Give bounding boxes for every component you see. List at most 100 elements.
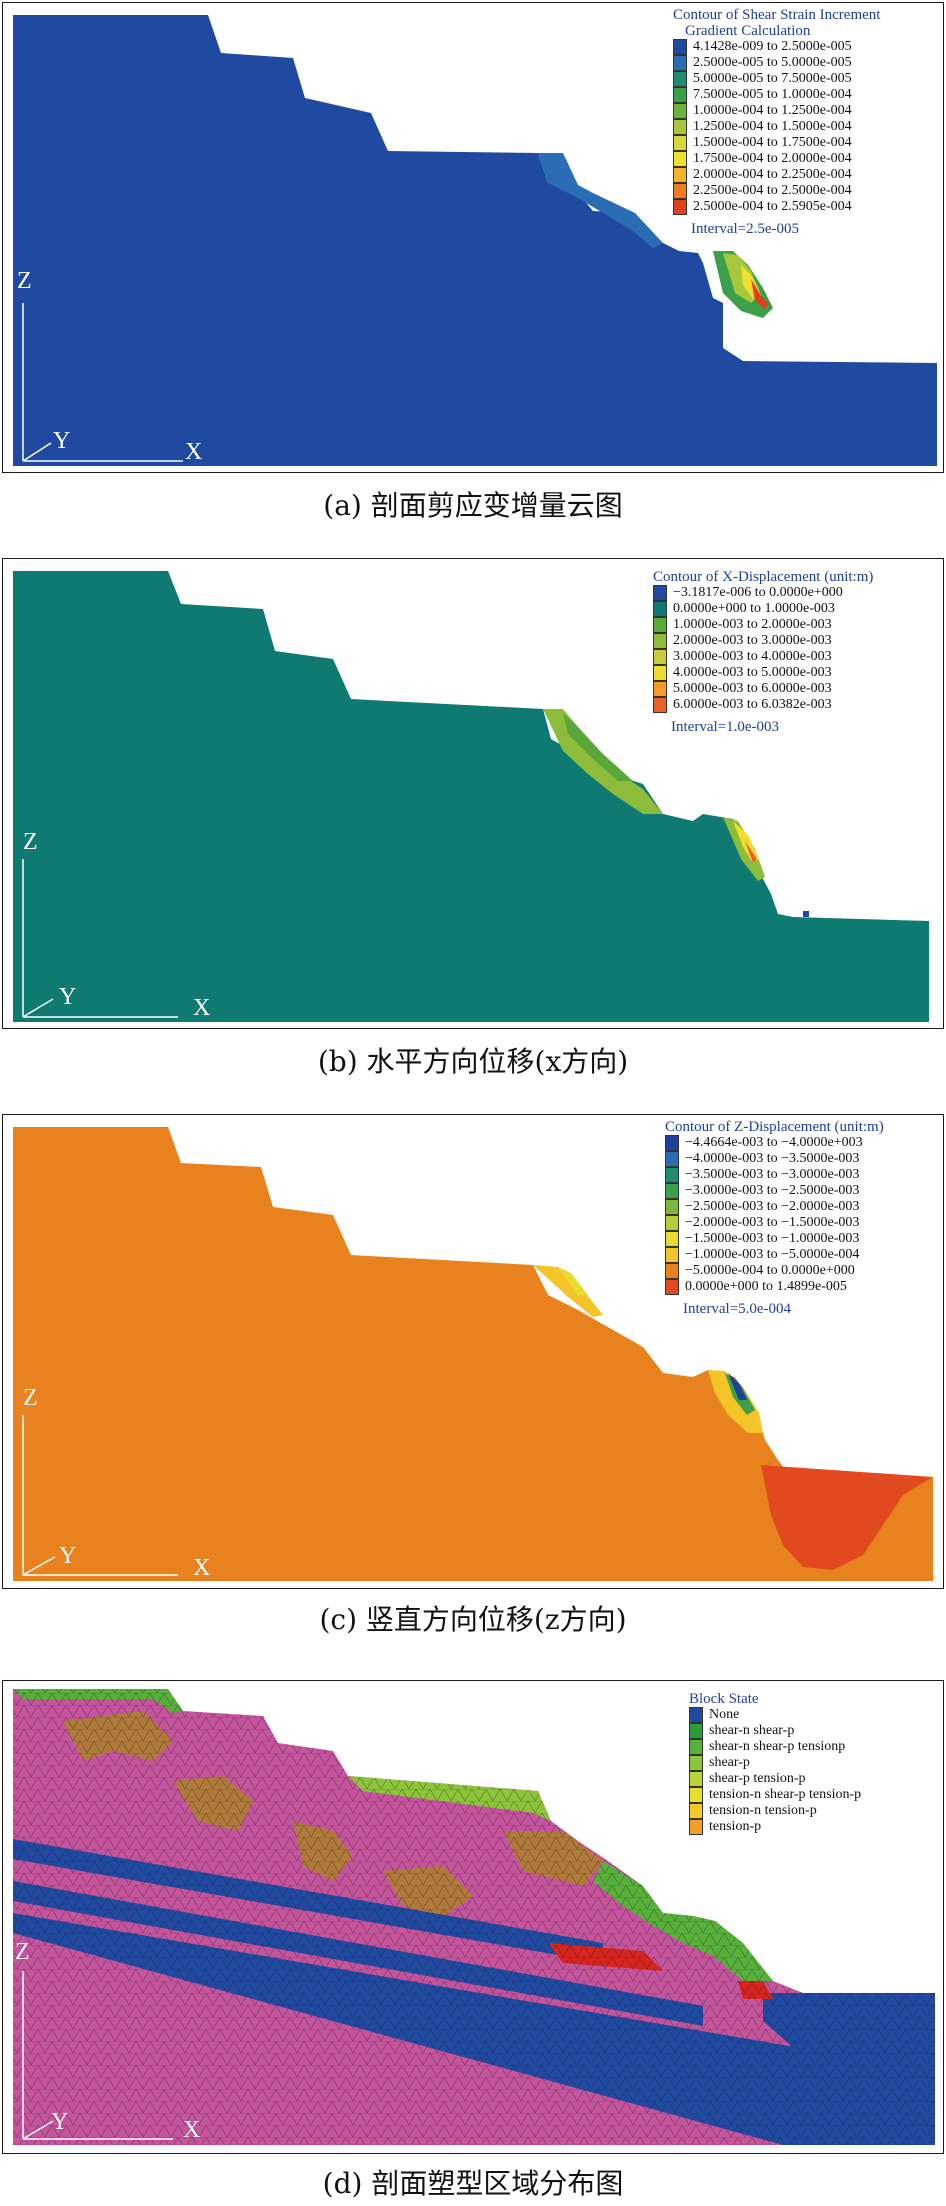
panel-b-legend-title: Contour of X-Displacement (unit:m) (653, 569, 874, 585)
legend-label: −1.0000e-003 to −5.0000e-004 (685, 1247, 860, 1262)
panel-b-y-label: Y (59, 984, 77, 1010)
legend-label: −2.5000e-003 to −2.0000e-003 (685, 1199, 860, 1214)
legend-swatch (665, 1263, 679, 1279)
legend-label: 2.0000e-004 to 2.2500e-004 (693, 167, 852, 182)
legend-swatch (673, 87, 687, 103)
panel-d-legend-item: shear-n shear-p tensionp (689, 1739, 929, 1755)
panel-b-zone-5 (745, 841, 757, 863)
legend-swatch (673, 199, 687, 215)
panel-a-legend-item: 1.0000e-004 to 1.2500e-004 (673, 103, 939, 119)
legend-label: 6.0000e-003 to 6.0382e-003 (673, 697, 832, 712)
panel-b-x-label: X (193, 995, 211, 1021)
panel-d-legend-item: tension-p (689, 1819, 929, 1835)
legend-swatch (673, 151, 687, 167)
panel-b-legend-item: 3.0000e-003 to 4.0000e-003 (653, 649, 933, 665)
panel-c-legend-item: −2.0000e-003 to −1.5000e-003 (665, 1215, 937, 1231)
legend-swatch (653, 665, 667, 681)
panel-c-legend-item: −4.0000e-003 to −3.5000e-003 (665, 1151, 937, 1167)
legend-label: 2.5000e-004 to 2.5905e-004 (693, 199, 852, 214)
panel-a-y-axis (22, 442, 52, 462)
panel-b-legend-item: 0.0000e+000 to 1.0000e-003 (653, 601, 933, 617)
panel-a: Z Y X Contour of Shear Strain Increment … (2, 2, 944, 473)
legend-label: 4.0000e-003 to 5.0000e-003 (673, 665, 832, 680)
panel-d-legend-item: shear-p tension-p (689, 1771, 929, 1787)
legend-swatch (653, 585, 667, 601)
legend-label: 0.0000e+000 to 1.0000e-003 (673, 601, 835, 616)
panel-a-legend: Contour of Shear Strain Increment Gradie… (673, 7, 939, 237)
legend-swatch (673, 119, 687, 135)
panel-d-z-label: Z (15, 1939, 30, 1965)
panel-a-caption: (a) 剖面剪应变增量云图 (323, 489, 623, 522)
panel-d-legend-title: Block State (689, 1691, 759, 1707)
panel-c-zone-6 (761, 1465, 933, 1570)
panel-b-legend-item: 1.0000e-003 to 2.0000e-003 (653, 617, 933, 633)
panel-c-y-axis (22, 1556, 56, 1576)
panel-d-legend-item: shear-n shear-p (689, 1723, 929, 1739)
legend-swatch (689, 1707, 703, 1723)
legend-label: 5.0000e-005 to 7.5000e-005 (693, 71, 852, 86)
legend-label: −4.0000e-003 to −3.5000e-003 (685, 1151, 860, 1166)
legend-label: −1.5000e-003 to −1.0000e-003 (685, 1231, 860, 1246)
legend-label: 1.7500e-004 to 2.0000e-004 (693, 151, 852, 166)
legend-swatch (673, 167, 687, 183)
panel-b-legend-item: 6.0000e-003 to 6.0382e-003 (653, 697, 933, 713)
panel-a-legend-item: 2.5000e-005 to 5.0000e-005 (673, 55, 939, 71)
legend-swatch (653, 601, 667, 617)
panel-c-legend-items: −4.4664e-003 to −4.0000e+003 −4.0000e-003… (665, 1135, 937, 1295)
panel-c-legend: Contour of Z-Displacement (unit:m) −4.46… (665, 1119, 937, 1317)
panel-b-legend-item: 5.0000e-003 to 6.0000e-003 (653, 681, 933, 697)
panel-b-legend-item: −3.1817e-006 to 0.0000e+000 (653, 585, 933, 601)
legend-swatch (653, 617, 667, 633)
panel-d-x-label: X (183, 2117, 201, 2143)
legend-swatch (689, 1771, 703, 1787)
legend-swatch (665, 1199, 679, 1215)
legend-label: 4.1428e-009 to 2.5000e-005 (693, 39, 852, 54)
panel-a-legend-item: 7.5000e-005 to 1.0000e-004 (673, 87, 939, 103)
legend-label: −2.0000e-003 to −1.5000e-003 (685, 1215, 860, 1230)
legend-swatch (665, 1135, 679, 1151)
panel-b-legend-items: −3.1817e-006 to 0.0000e+000 0.0000e+000 t… (653, 585, 933, 713)
panel-b-y-axis (22, 998, 54, 1018)
legend-swatch (665, 1279, 679, 1295)
panel-a-slope-body (13, 15, 937, 466)
panel-c-legend-item: −1.0000e-003 to −5.0000e-004 (665, 1247, 937, 1263)
panel-a-legend-item: 4.1428e-009 to 2.5000e-005 (673, 39, 939, 55)
panel-c-legend-item: −1.5000e-003 to −1.0000e-003 (665, 1231, 937, 1247)
legend-label: 2.2500e-004 to 2.5000e-004 (693, 183, 852, 198)
panel-b-interval: Interval=1.0e-003 (671, 719, 780, 735)
panel-d-legend-item: shear-p (689, 1755, 929, 1771)
panel-c-legend-item: −3.0000e-003 to −2.5000e-003 (665, 1183, 937, 1199)
legend-swatch (665, 1167, 679, 1183)
legend-label: 0.0000e+000 to 1.4899e-005 (685, 1279, 847, 1294)
panel-b-slope-plot (13, 571, 929, 1022)
legend-swatch (673, 71, 687, 87)
panel-d-legend-item: tension-n shear-p tension-p (689, 1787, 929, 1803)
panel-d-y-axis (22, 2120, 54, 2140)
legend-swatch (665, 1215, 679, 1231)
panel-a-interval: Interval=2.5e-005 (691, 221, 800, 237)
legend-label: 2.5000e-005 to 5.0000e-005 (693, 55, 852, 70)
legend-swatch (653, 697, 667, 713)
panel-b-slope-body (13, 571, 929, 1022)
panel-b-zone-6 (803, 911, 809, 917)
panel-d-y-label: Y (51, 2109, 69, 2135)
panel-c-legend-item: −4.4664e-003 to −4.0000e+003 (665, 1135, 937, 1151)
legend-swatch (673, 135, 687, 151)
panel-c-legend-item: 0.0000e+000 to 1.4899e-005 (665, 1279, 937, 1295)
legend-label: 1.0000e-004 to 1.2500e-004 (693, 103, 852, 118)
legend-label: 1.2500e-004 to 1.5000e-004 (693, 119, 852, 134)
panel-a-legend-items: 4.1428e-009 to 2.5000e-005 2.5000e-005 to… (673, 39, 939, 215)
legend-swatch (689, 1803, 703, 1819)
legend-swatch (689, 1739, 703, 1755)
legend-label: −3.5000e-003 to −3.0000e-003 (685, 1167, 860, 1182)
panel-a-legend-title: Contour of Shear Strain Increment (673, 7, 881, 23)
panel-c-x-label: X (193, 1555, 211, 1581)
panel-a-z-label: Z (17, 268, 32, 294)
legend-swatch (653, 633, 667, 649)
panel-c: Z Y X Contour of Z-Displacement (unit:m)… (2, 1114, 944, 1589)
legend-swatch (653, 681, 667, 697)
legend-swatch (653, 649, 667, 665)
panel-b-legend-item: 2.0000e-003 to 3.0000e-003 (653, 633, 933, 649)
panel-b-caption: (b) 水平方向位移(x方向) (317, 1045, 629, 1078)
panel-c-zone-2 (558, 1267, 588, 1295)
